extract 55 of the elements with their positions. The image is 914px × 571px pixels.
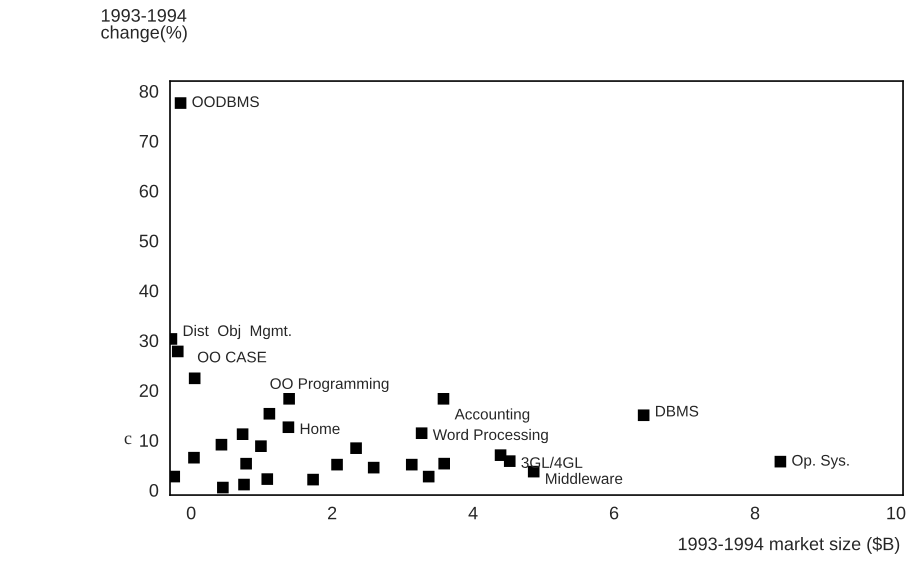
y-axis-title: 1993-1994 change(%)	[101, 9, 187, 42]
annotation: OO CASE	[198, 352, 266, 362]
point	[438, 458, 450, 470]
point	[307, 474, 319, 486]
annotation: OO Programming	[270, 378, 388, 392]
point	[255, 440, 267, 452]
y-tick-label: 20	[140, 384, 158, 398]
x-tick-label: 2	[328, 506, 336, 520]
annotation: Word Processing	[432, 428, 548, 444]
annotation: Accounting	[454, 408, 530, 423]
point	[261, 473, 274, 485]
annotation: 3GL/4GL	[521, 456, 582, 468]
x-tick-label: 4	[468, 506, 478, 520]
point	[282, 421, 294, 434]
point	[283, 392, 295, 405]
point	[638, 409, 650, 422]
x-tick-label: 10	[887, 506, 906, 520]
annotation: DBMS	[656, 406, 698, 417]
annotation: OODBMS	[192, 96, 259, 108]
point	[264, 408, 276, 420]
point	[238, 478, 250, 490]
annotation: Dist Obj Mgmt.	[184, 324, 291, 340]
text: c	[124, 436, 132, 444]
point	[438, 392, 450, 405]
point	[406, 458, 418, 470]
point	[240, 458, 252, 470]
point	[368, 462, 380, 474]
point	[217, 482, 229, 494]
y-tick-label: 70	[140, 134, 158, 148]
point	[350, 442, 362, 454]
x-tick-label: 6	[610, 506, 618, 520]
point	[416, 427, 428, 440]
annotation: Op. Sys.	[792, 454, 849, 469]
y-tick-label: 30	[140, 334, 158, 348]
annotation: Middleware	[546, 472, 622, 484]
point	[216, 438, 228, 450]
point	[331, 458, 343, 470]
point	[174, 97, 186, 109]
point	[422, 470, 434, 482]
y-tick-label: 60	[140, 184, 158, 198]
y-tick-label: 50	[140, 234, 158, 248]
x-axis-title: 1993-1994 market size ($B)	[678, 536, 900, 554]
y-tick-label: 10	[140, 434, 158, 447]
point	[504, 455, 516, 467]
x-tick-label: 0	[186, 506, 196, 520]
point	[236, 428, 248, 440]
point	[188, 372, 200, 384]
y-tick-label: 0	[150, 484, 158, 497]
y-tick-label: 40	[139, 284, 158, 298]
y-tick-label: 80	[140, 84, 158, 98]
point	[188, 452, 200, 464]
point	[774, 456, 786, 468]
point	[172, 346, 184, 358]
x-tick-label: 8	[750, 506, 760, 520]
annotation: Home	[300, 423, 340, 434]
